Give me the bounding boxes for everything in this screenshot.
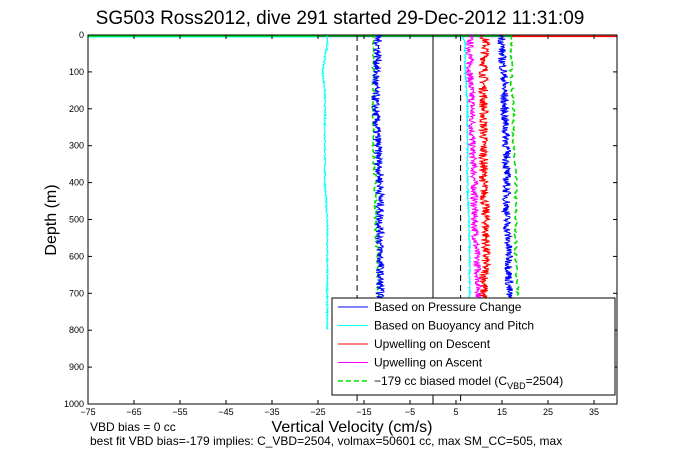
legend-items: Based on Pressure Change Based on Buoyanc… [338, 300, 563, 391]
x-tick-label-9: 15 [497, 407, 507, 417]
series-line-upwelling_ascent-5 [464, 34, 484, 301]
legend-label-upwelling_ascent: Upwelling on Ascent [374, 356, 483, 370]
y-tick-label-6: 600 [69, 251, 84, 261]
series-line-buoyancy-3 [459, 34, 472, 305]
x-tick-label-0: −75 [80, 407, 95, 417]
legend: Based on Pressure Change Based on Buoyanc… [331, 297, 616, 396]
y-tick-label-9: 900 [69, 362, 84, 372]
note-vbd-bias: VBD bias = 0 cc [90, 420, 176, 434]
y-tick-label-0: 0 [79, 30, 84, 40]
x-tick-label-3: −45 [218, 407, 233, 417]
x-tick-label-11: 35 [589, 407, 599, 417]
legend-label-buoyancy: Based on Buoyancy and Pitch [374, 319, 534, 333]
chart-title: SG503 Ross2012, dive 291 started 29-Dec-… [96, 8, 585, 29]
x-tick-label-4: −35 [264, 407, 279, 417]
y-tick-label-3: 300 [69, 141, 84, 151]
legend-label-model: −179 cc biased model (CVBD=2504) [374, 374, 563, 391]
series-line-buoyancy-2 [320, 34, 330, 330]
x-axis-label: Vertical Velocity (cm/s) [272, 419, 433, 436]
y-axis-ticks: 0 100 200 300 400 500 600 700 800 900 1000 [64, 30, 617, 409]
series-line-pressure-0 [370, 34, 386, 301]
x-tick-label-6: −15 [356, 407, 371, 417]
x-tick-label-1: −65 [126, 407, 141, 417]
y-tick-label-4: 400 [69, 178, 84, 188]
y-tick-label-2: 200 [69, 104, 84, 114]
y-tick-label-8: 800 [69, 325, 84, 335]
x-tick-label-2: −55 [172, 407, 187, 417]
x-tick-label-7: −5 [405, 407, 415, 417]
series-layer [88, 34, 617, 330]
y-tick-label-10: 1000 [64, 399, 84, 409]
series-line-model-6 [370, 34, 381, 302]
note-best-fit: best fit VBD bias=-179 implies: C_VBD=25… [90, 434, 562, 448]
y-tick-label-1: 100 [69, 67, 84, 77]
y-tick-label-7: 700 [69, 288, 84, 298]
x-axis-ticks: −75 −65 −55 −45 −35 −25 −15 −5 5 15 25 35 [80, 35, 599, 417]
legend-label-upwelling_descent: Upwelling on Descent [374, 337, 491, 351]
x-tick-label-10: 25 [543, 407, 553, 417]
legend-label-pressure: Based on Pressure Change [374, 300, 522, 314]
legend-box [331, 297, 616, 396]
series-line-upwelling_descent-4 [477, 34, 492, 301]
x-tick-label-8: 5 [453, 407, 458, 417]
x-tick-label-5: −25 [310, 407, 325, 417]
series-line-pressure-1 [496, 34, 515, 301]
y-tick-label-5: 500 [69, 215, 84, 225]
y-axis-label: Depth (m) [43, 184, 60, 255]
